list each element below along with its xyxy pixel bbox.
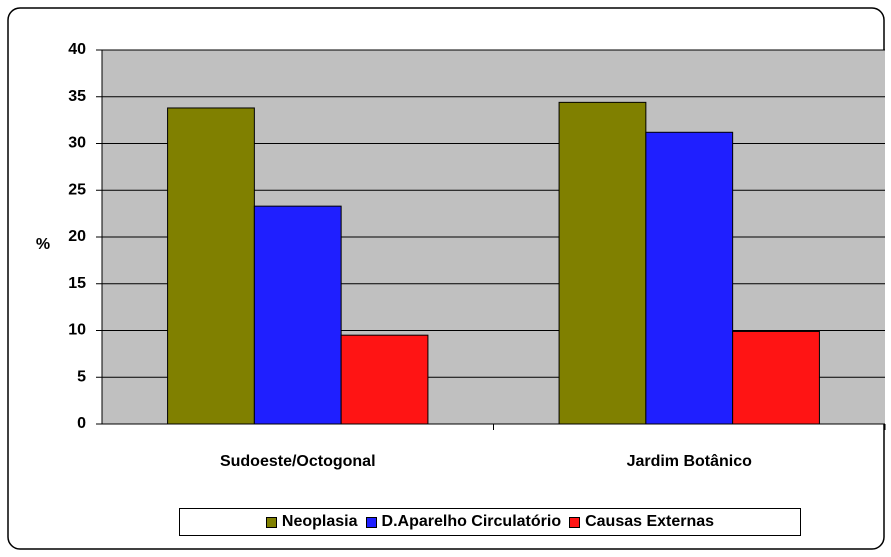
legend: Neoplasia D.Aparelho Circulatório Causas E… (179, 508, 801, 536)
bar (558, 101, 647, 425)
legend-swatch (569, 516, 581, 528)
bar (167, 107, 255, 425)
y-tick-label: 20 (68, 228, 86, 245)
x-tick-label: Sudoeste/Octogonal (220, 453, 376, 470)
y-tick-label: 25 (68, 181, 86, 198)
legend-label: Causas Externas (585, 513, 715, 530)
legend-label: Neoplasia (281, 513, 358, 530)
legend-item: Causas Externas (569, 513, 714, 531)
legend-swatch (265, 516, 277, 528)
legend-item: Neoplasia (265, 513, 358, 531)
bar (732, 330, 820, 425)
y-tick-label: 15 (68, 275, 86, 292)
bar (253, 205, 342, 425)
y-tick-label: 5 (77, 368, 86, 385)
legend-item: D.Aparelho Circulatório (365, 513, 562, 531)
y-axis-label: % (36, 236, 50, 253)
legend-label: D.Aparelho Circulatório (381, 513, 562, 530)
y-tick-label: 30 (68, 135, 86, 152)
y-tick-label: 10 (68, 322, 86, 339)
y-tick-label: 0 (77, 415, 86, 432)
x-tick-label: Jardim Botânico (627, 453, 753, 470)
legend-swatch (365, 516, 377, 528)
bar (340, 334, 429, 425)
y-tick-label: 40 (68, 41, 86, 58)
y-tick-label: 35 (68, 88, 86, 105)
bar (645, 131, 734, 425)
